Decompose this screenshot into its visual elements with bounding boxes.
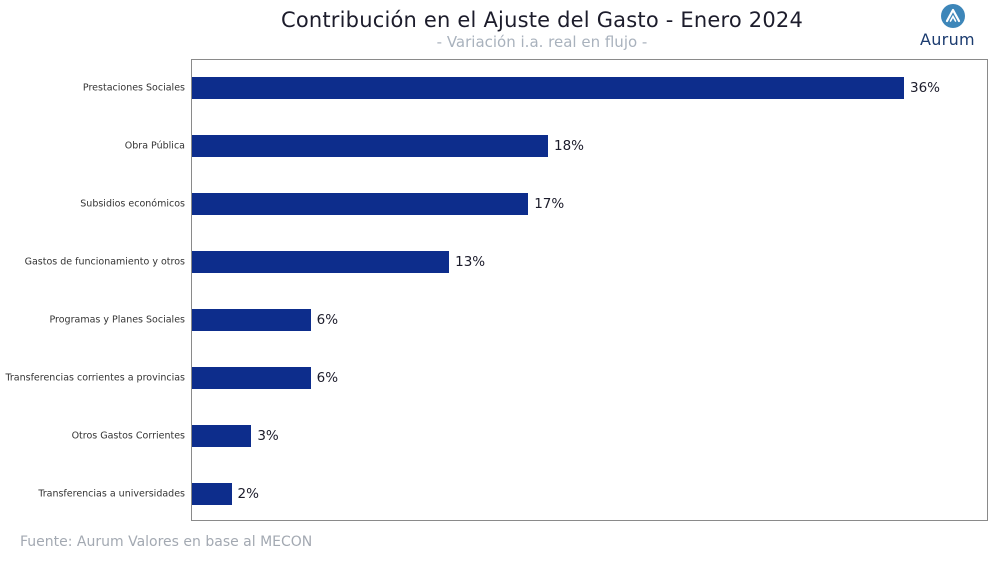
bar — [192, 193, 529, 215]
data-label: 6% — [316, 370, 339, 386]
category-label: Programas y Planes Sociales — [49, 314, 185, 326]
bar — [192, 309, 311, 331]
bar — [192, 251, 450, 273]
plot-area — [191, 59, 988, 521]
category-label: Transferencias corrientes a provincias — [5, 372, 185, 384]
data-label: 36% — [910, 80, 941, 96]
aurum-logo-icon — [941, 4, 965, 28]
source-note: Fuente: Aurum Valores en base al MECON — [20, 534, 313, 550]
logo-text: Aurum — [920, 30, 975, 49]
bar — [192, 367, 311, 389]
data-label: 18% — [554, 138, 585, 154]
data-label: 3% — [257, 428, 279, 444]
category-label: Transferencias a universidades — [38, 488, 185, 500]
data-label: 17% — [534, 196, 565, 212]
aurum-logo: Aurum — [918, 4, 990, 49]
category-label: Prestaciones Sociales — [82, 82, 185, 94]
category-label: Otros Gastos Corrientes — [71, 430, 185, 442]
data-label: 13% — [455, 254, 486, 270]
bar — [192, 135, 548, 157]
category-label: Obra Pública — [124, 140, 185, 152]
data-label: 6% — [316, 312, 339, 328]
bar — [192, 483, 232, 505]
category-label: Subsidios económicos — [80, 198, 185, 210]
category-label: Gastos de funcionamiento y otros — [24, 256, 185, 268]
bar — [192, 425, 252, 447]
data-label: 2% — [237, 486, 259, 502]
bar — [192, 77, 904, 99]
chart-subtitle: - Variación i.a. real en flujo - — [436, 33, 648, 51]
chart-title: Contribución en el Ajuste del Gasto - En… — [280, 8, 804, 32]
